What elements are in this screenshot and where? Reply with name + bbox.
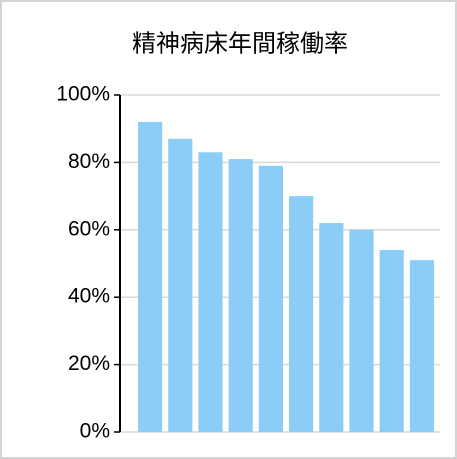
bar: [168, 138, 193, 432]
chart-title: 精神病床年間稼働率: [132, 30, 348, 57]
bar: [379, 250, 404, 432]
y-tick-label: 100%: [56, 83, 110, 106]
bar: [349, 229, 374, 432]
bar: [289, 196, 314, 432]
y-tick-label: 60%: [68, 217, 110, 240]
bar: [198, 152, 223, 433]
bar: [319, 223, 344, 432]
y-tick-label: 20%: [68, 352, 110, 375]
y-tick-label: 80%: [68, 150, 110, 173]
bar: [228, 159, 253, 432]
y-tick-label: 40%: [68, 285, 110, 308]
bar: [138, 121, 163, 433]
y-tick-label: 0%: [80, 420, 110, 443]
bar: [258, 165, 283, 432]
bar: [409, 260, 434, 432]
